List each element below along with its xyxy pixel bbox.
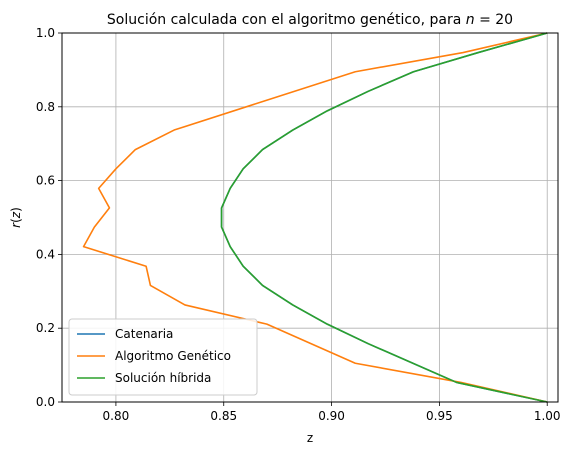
x-tick-label: 1.00 bbox=[534, 409, 561, 423]
y-axis-label: r(z) bbox=[9, 207, 23, 228]
y-tick-label: 0.2 bbox=[36, 321, 55, 335]
axis-ticks: 0.80 0.85 0.90 0.95 1.00 0.0 0.2 0.4 0.6 0.8 1.0 bbox=[36, 26, 561, 423]
x-tick-label: 0.90 bbox=[318, 409, 345, 423]
legend-label: Solución híbrida bbox=[115, 371, 211, 385]
plot-frame bbox=[61, 32, 559, 403]
y-tick-label: 0.6 bbox=[36, 174, 55, 188]
y-tick-label: 0.0 bbox=[36, 395, 55, 409]
legend-box bbox=[68, 318, 258, 396]
x-tick-label: 0.80 bbox=[103, 409, 130, 423]
series-layer bbox=[82, 32, 548, 403]
legend: Catenaria Algoritmo Genético Solución híbr… bbox=[68, 318, 258, 396]
x-tick-label: 0.85 bbox=[210, 409, 237, 423]
series-line-algoritmo-genetico bbox=[82, 32, 548, 403]
series-line-solucion-hibrida bbox=[220, 32, 548, 403]
y-tick-label: 1.0 bbox=[36, 26, 55, 40]
legend-label: Algoritmo Genético bbox=[115, 349, 231, 363]
legend-label: Catenaria bbox=[115, 327, 173, 341]
x-tick-label: 0.95 bbox=[426, 409, 453, 423]
chart-title: Solución calculada con el algoritmo gené… bbox=[107, 12, 513, 28]
y-tick-label: 0.4 bbox=[36, 247, 55, 261]
y-tick-label: 0.8 bbox=[36, 100, 55, 114]
x-axis-label: z bbox=[307, 431, 313, 445]
